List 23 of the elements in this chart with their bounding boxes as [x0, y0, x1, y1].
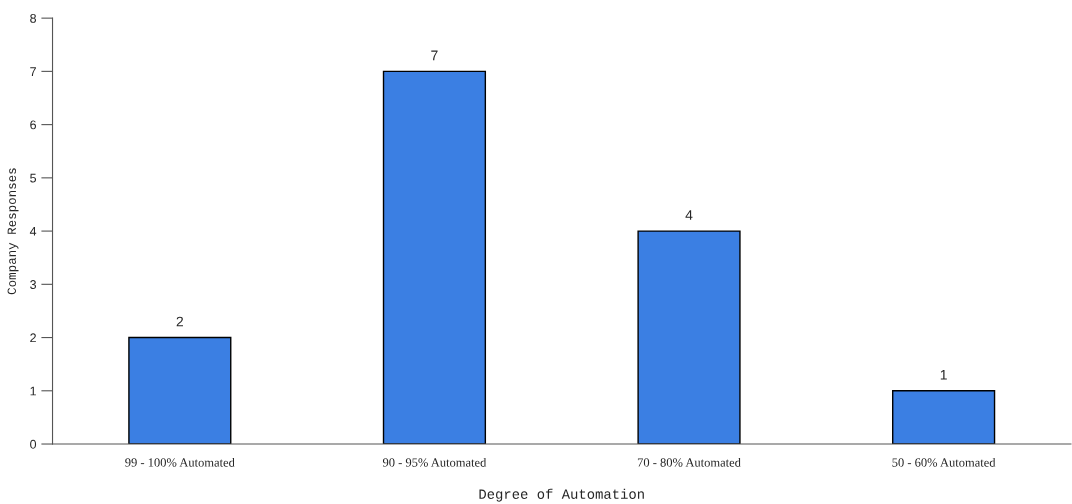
y-axis-title: Company Responses: [7, 168, 19, 295]
bar: [382, 70, 487, 445]
x-axis-title: Degree of Automation: [479, 488, 644, 502]
y-tick-label: 5: [30, 173, 37, 183]
x-tick-label: 99 - 100% Automated: [125, 457, 235, 467]
data-label: 7: [431, 50, 438, 61]
y-tick-label: 4: [29, 227, 37, 236]
bar: [637, 230, 741, 445]
y-tick-label: 8: [30, 13, 37, 23]
y-tick-label: 2: [30, 333, 36, 343]
x-tick-label: 50 - 60% Automated: [892, 457, 996, 467]
y-tick-label: 0: [30, 439, 37, 449]
data-label: 4: [685, 210, 693, 220]
x-tick-label: 70 - 80% Automated: [637, 457, 741, 467]
data-label: 2: [176, 316, 183, 327]
bar: [892, 390, 996, 445]
data-label: 1: [940, 370, 947, 380]
x-tick-label: 90 - 95% Automated: [382, 457, 487, 467]
y-tick-label: 3: [30, 280, 37, 289]
y-tick-label: 1: [30, 386, 36, 396]
y-tick-label: 7: [30, 67, 36, 76]
y-tick-label: 6: [30, 120, 37, 130]
bar: [128, 336, 232, 445]
